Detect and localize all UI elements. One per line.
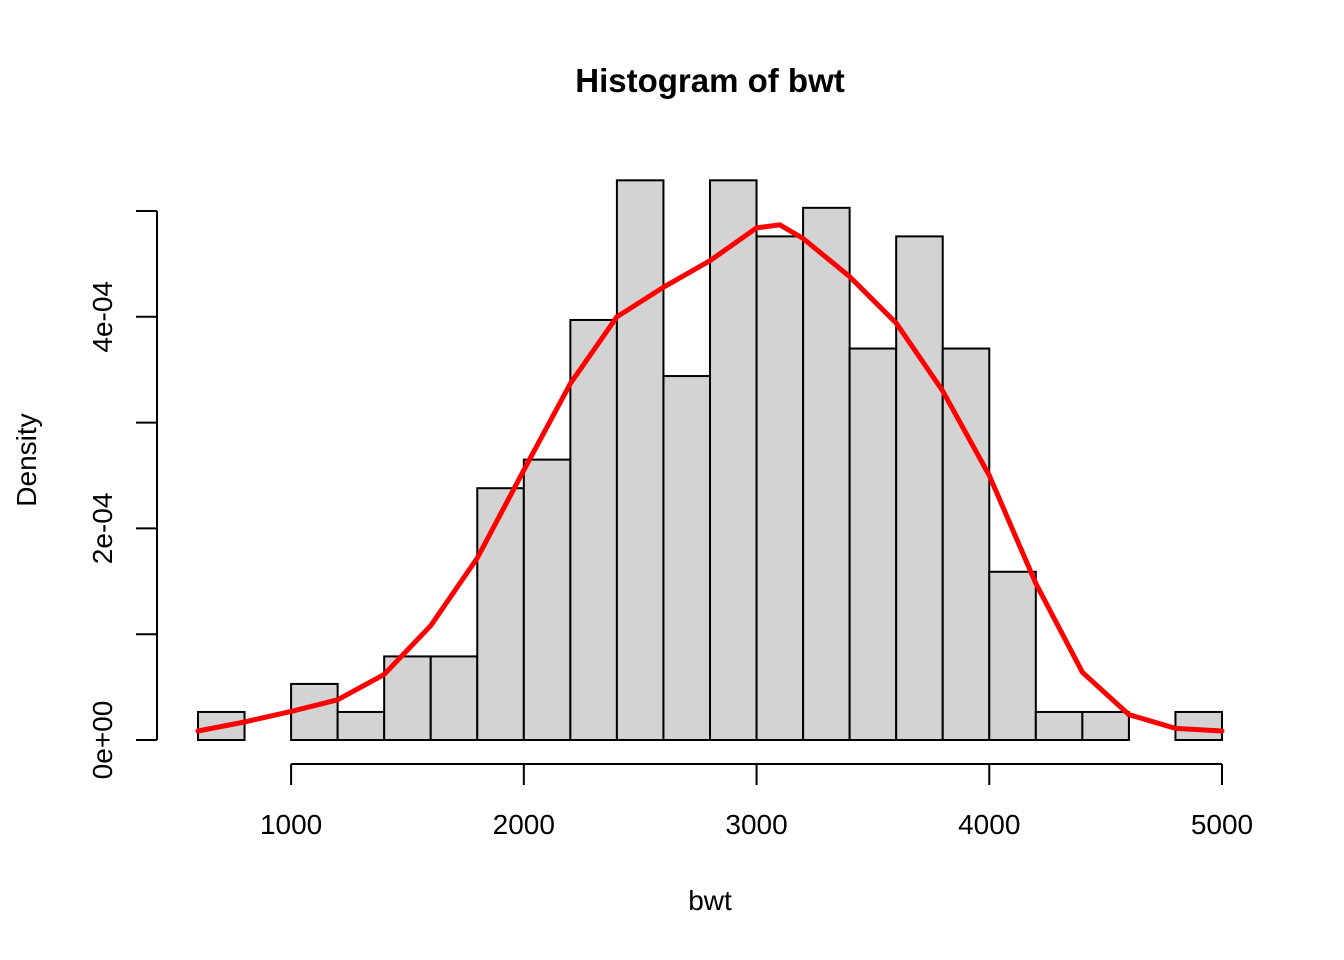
- x-tick-label-2: 3000: [725, 809, 787, 840]
- histogram-bar-15: [895, 235, 944, 741]
- y-tick-label-0: 0e+00: [87, 701, 118, 780]
- histogram-bar-3: [336, 710, 386, 742]
- y-tick-label-4: 4e-04: [87, 281, 118, 353]
- density-curve: [195, 222, 1225, 734]
- x-axis-label: bwt: [688, 885, 732, 916]
- histogram-bar-17: [988, 570, 1037, 742]
- x-tick-label-0: 1000: [260, 809, 322, 840]
- histogram-bar-13: [802, 206, 851, 742]
- histogram-bar-11: [709, 179, 758, 741]
- x-axis: 1000 2000 3000 4000 5000: [260, 763, 1253, 840]
- histogram-bar-7: [522, 458, 572, 741]
- chart-title: Histogram of bwt: [575, 62, 845, 99]
- histogram-bar-9: [615, 179, 665, 741]
- histogram-bar-12: [755, 235, 805, 741]
- x-tick-label-3: 4000: [958, 809, 1020, 840]
- y-axis: 0e+00 2e-04 4e-04: [87, 210, 158, 780]
- histogram-bar-4: [383, 655, 432, 742]
- histogram-bar-14: [848, 347, 898, 741]
- y-axis-label: Density: [11, 413, 42, 506]
- histogram-bar-19: [1081, 710, 1130, 742]
- histogram-bars: [197, 179, 1224, 742]
- y-tick-label-2: 2e-04: [87, 493, 118, 565]
- x-tick-label-1: 2000: [493, 809, 555, 840]
- x-tick-label-4: 5000: [1191, 809, 1253, 840]
- histogram-bar-8: [569, 318, 618, 741]
- histogram-bar-21: [1174, 710, 1224, 742]
- histogram-bar-5: [429, 655, 479, 742]
- histogram-bar-18: [1034, 710, 1084, 742]
- histogram-bar-6: [476, 487, 525, 742]
- histogram-bar-10: [662, 375, 711, 741]
- histogram-bar-16: [941, 347, 991, 741]
